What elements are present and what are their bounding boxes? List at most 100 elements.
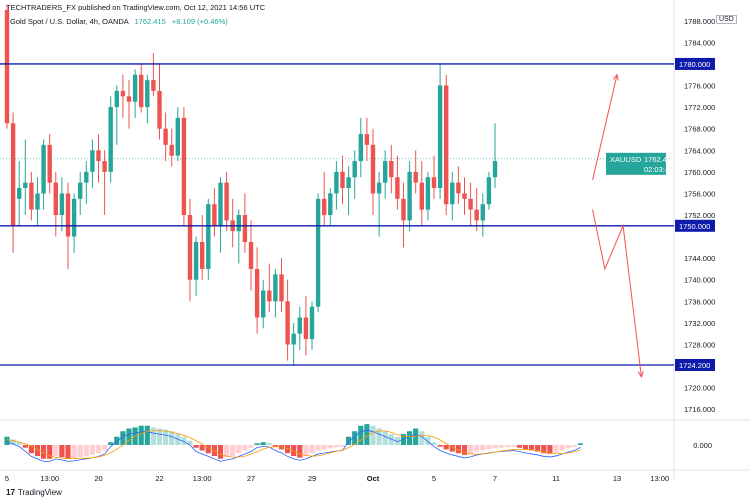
candle-body bbox=[389, 161, 394, 178]
price-tick-label: 1756.000 bbox=[684, 189, 715, 198]
candle-body bbox=[120, 90, 126, 97]
oscillator-bar bbox=[425, 436, 431, 445]
oscillator-bar bbox=[565, 445, 571, 449]
oscillator-bar bbox=[437, 445, 443, 447]
tradingview-wordmark: TradingView bbox=[17, 488, 62, 497]
price-tick-label: 1732.000 bbox=[684, 319, 715, 328]
candle-body bbox=[456, 182, 461, 194]
candle-body bbox=[71, 198, 77, 237]
oscillator-bar bbox=[291, 445, 297, 456]
currency-label[interactable]: USD bbox=[716, 15, 737, 24]
oscillator-bar bbox=[321, 445, 327, 450]
candle-body bbox=[462, 193, 467, 199]
candle-body bbox=[200, 241, 205, 269]
level-price-label: 1780.000 bbox=[679, 60, 710, 69]
oscillator-bar bbox=[254, 443, 260, 445]
oscillator-bar bbox=[95, 445, 102, 454]
candle-body bbox=[492, 161, 498, 178]
oscillator-signal-line bbox=[6, 430, 581, 459]
oscillator-bar bbox=[571, 445, 577, 447]
candle-body bbox=[78, 182, 83, 199]
time-tick-label: 11 bbox=[552, 474, 560, 483]
candle-body bbox=[401, 198, 406, 221]
oscillator-bar bbox=[266, 442, 272, 445]
candle-body bbox=[383, 161, 388, 183]
time-tick-label: 7 bbox=[493, 474, 497, 483]
price-tick-label: 1720.000 bbox=[684, 384, 715, 393]
candle-body bbox=[285, 301, 290, 345]
candle-body bbox=[47, 144, 52, 183]
candle-body bbox=[468, 198, 473, 210]
oscillator-bar bbox=[114, 436, 120, 445]
level-price-tag bbox=[675, 219, 715, 232]
candle-body bbox=[309, 306, 315, 340]
candle-body bbox=[407, 171, 412, 221]
price-tick-label: 1736.000 bbox=[684, 297, 715, 306]
oscillator-bar bbox=[89, 445, 95, 455]
forecast-arrow-down[interactable] bbox=[592, 209, 642, 377]
oscillator-bar bbox=[419, 431, 425, 445]
candle-body bbox=[425, 177, 431, 210]
candle-body bbox=[486, 177, 492, 205]
level-price-tag bbox=[675, 358, 715, 371]
price-tick-label: 1728.000 bbox=[684, 340, 715, 349]
candle-body bbox=[96, 150, 101, 162]
candle-body bbox=[139, 74, 144, 108]
oscillator-bar bbox=[468, 445, 474, 454]
oscillator-bar bbox=[461, 445, 468, 455]
price-tick-label: 1776.000 bbox=[684, 82, 715, 91]
candle-body bbox=[480, 204, 485, 221]
candle-body bbox=[352, 161, 357, 178]
oscillator-bar bbox=[83, 445, 89, 456]
time-tick-label: 5 bbox=[432, 474, 436, 483]
tradingview-logo[interactable]: 17 TradingView bbox=[6, 488, 62, 497]
candle-body bbox=[4, 10, 10, 124]
candle-body bbox=[126, 96, 132, 102]
oscillator-bar bbox=[474, 445, 480, 452]
oscillator-bar bbox=[346, 436, 352, 445]
oscillator-bar bbox=[34, 445, 41, 456]
oscillator-bar bbox=[443, 445, 449, 450]
bar-countdown-label: 02:03:47 bbox=[644, 165, 673, 174]
current-price-label: 1762.415 bbox=[644, 155, 675, 164]
candle-body bbox=[242, 215, 248, 242]
oscillator-bar bbox=[71, 445, 77, 459]
price-tick-label: 1760.000 bbox=[684, 168, 715, 177]
oscillator-bar bbox=[217, 445, 224, 459]
oscillator-bar bbox=[138, 425, 144, 445]
oscillator-bar bbox=[547, 445, 553, 454]
oscillator-bar bbox=[535, 445, 541, 452]
oscillator-bar bbox=[28, 445, 34, 454]
candle-body bbox=[431, 177, 437, 189]
oscillator-bar bbox=[492, 445, 498, 449]
oscillator-bar bbox=[297, 445, 303, 458]
forecast-arrow-up[interactable] bbox=[592, 74, 618, 181]
candle-body bbox=[157, 90, 162, 129]
oscillator-bar bbox=[59, 445, 65, 458]
candle-body bbox=[65, 193, 71, 237]
oscillator-bar bbox=[248, 445, 254, 448]
candle-body bbox=[23, 182, 28, 189]
price-tick-label: 1764.000 bbox=[684, 146, 715, 155]
candle-body bbox=[322, 198, 327, 215]
oscillator-bar bbox=[41, 445, 47, 459]
oscillator-bar bbox=[156, 428, 163, 445]
price-tick-label: 1788.000 bbox=[684, 17, 715, 26]
oscillator-bar bbox=[211, 445, 217, 456]
oscillator-bar bbox=[370, 425, 376, 445]
price-tick-label: 1768.000 bbox=[684, 125, 715, 134]
time-tick-label: Oct bbox=[367, 474, 380, 483]
price-tick-label: 1784.000 bbox=[684, 38, 715, 47]
candle-body bbox=[224, 182, 229, 221]
oscillator-bar bbox=[431, 442, 437, 445]
candle-body bbox=[273, 274, 278, 302]
oscillator-bar bbox=[199, 445, 205, 451]
time-tick-label: 27 bbox=[247, 474, 255, 483]
oscillator-bar bbox=[22, 445, 28, 448]
candle-body bbox=[376, 182, 382, 194]
candle-body bbox=[53, 182, 58, 215]
oscillator-bar bbox=[413, 428, 419, 445]
oscillator-bar bbox=[449, 445, 455, 452]
price-tick-label: 1752.000 bbox=[684, 211, 715, 220]
